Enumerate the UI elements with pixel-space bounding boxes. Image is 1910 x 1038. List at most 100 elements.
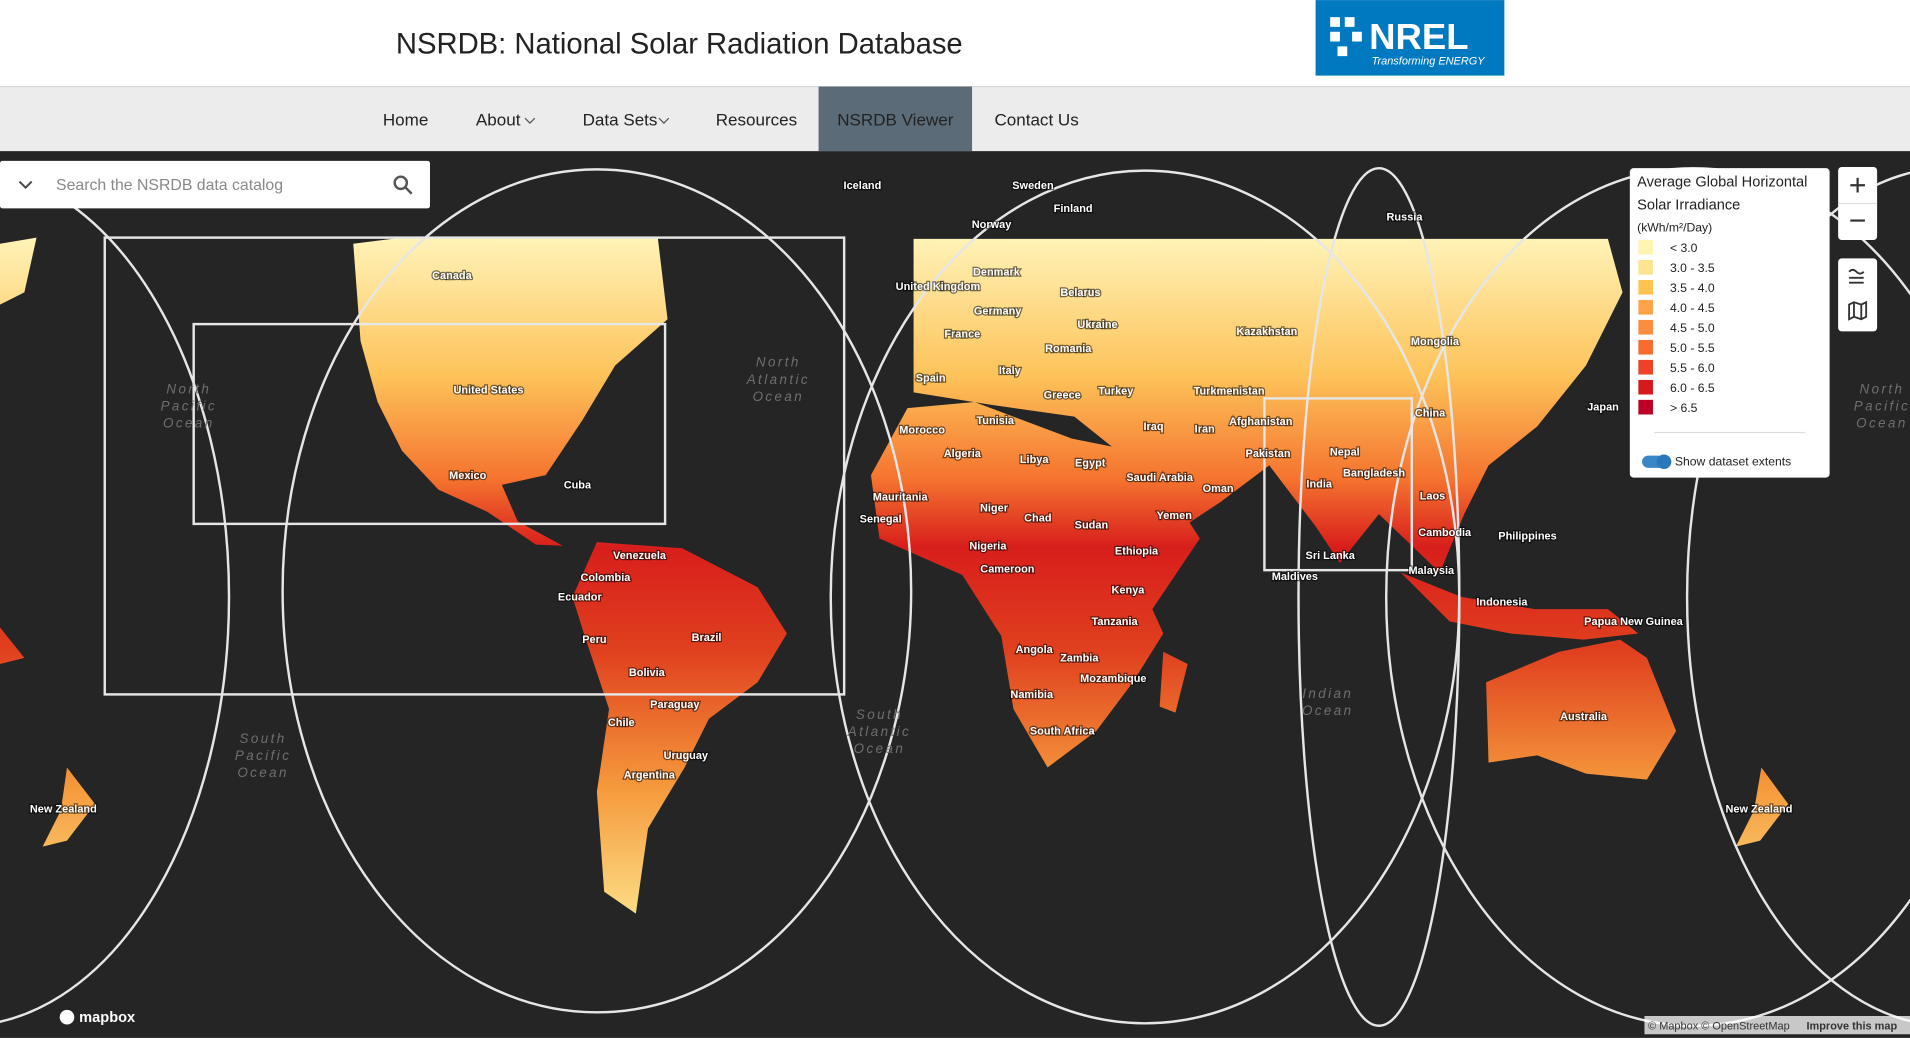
map-label: Papua New Guinea bbox=[1584, 616, 1684, 628]
legend-label: < 3.0 bbox=[1670, 241, 1698, 255]
legend-swatch bbox=[1638, 260, 1653, 275]
map-label: Mozambique bbox=[1080, 673, 1146, 685]
nrel-logo[interactable] bbox=[1315, 0, 1505, 76]
search-dropdown[interactable] bbox=[18, 180, 33, 190]
nav-item[interactable]: Resources bbox=[716, 111, 797, 130]
map-label: Libya bbox=[1020, 454, 1050, 466]
map-label: Nepal bbox=[1330, 447, 1360, 459]
map-label: Bangladesh bbox=[1343, 467, 1405, 479]
legend-swatch bbox=[1638, 359, 1653, 375]
nav-item[interactable]: About bbox=[476, 111, 521, 130]
ocean-label: South bbox=[240, 731, 287, 746]
legend-label: > 6.5 bbox=[1670, 401, 1698, 415]
toggle-knob bbox=[1656, 454, 1672, 470]
ocean-label: North bbox=[166, 382, 211, 397]
map-label: Spain bbox=[916, 372, 946, 384]
legend-label: 6.0 - 6.5 bbox=[1670, 381, 1715, 395]
map-label: Chad bbox=[1024, 512, 1051, 524]
legend-label: 5.5 - 6.0 bbox=[1670, 361, 1715, 375]
search-icon[interactable] bbox=[393, 175, 413, 195]
map-label: Canada bbox=[432, 270, 472, 282]
legend-label: 4.5 - 5.0 bbox=[1670, 321, 1715, 335]
map-label: Sweden bbox=[1012, 180, 1054, 192]
map-label: Kenya bbox=[1112, 584, 1146, 596]
map-label: Romania bbox=[1045, 343, 1092, 355]
legend-swatch bbox=[1638, 339, 1653, 355]
nav-item[interactable]: NSRDB Viewer bbox=[837, 111, 954, 130]
logo-mark bbox=[1330, 17, 1362, 57]
map-label: Namibia bbox=[1010, 689, 1054, 701]
map-label: China bbox=[1415, 408, 1446, 420]
map-label: Oman bbox=[1203, 483, 1234, 495]
ocean-label: Ocean bbox=[1856, 416, 1908, 431]
ocean-label: Indian bbox=[1302, 686, 1353, 701]
legend bbox=[1629, 168, 1830, 478]
map-label: Greece bbox=[1044, 389, 1081, 401]
map-label: Morocco bbox=[899, 425, 945, 437]
header bbox=[0, 0, 1910, 87]
layers-button[interactable] bbox=[1848, 268, 1865, 284]
map-label: Yemen bbox=[1157, 510, 1193, 522]
map-label: France bbox=[944, 329, 980, 341]
map-label: Cameroon bbox=[980, 564, 1034, 576]
ocean-label: South bbox=[856, 707, 903, 722]
ocean-label: Ocean bbox=[163, 416, 215, 431]
zoom-in[interactable] bbox=[1850, 177, 1865, 193]
ocean-label: Atlantic bbox=[746, 372, 810, 387]
legend-swatch bbox=[1638, 280, 1653, 295]
legend-unit: (kWh/m²/Day) bbox=[1637, 221, 1712, 235]
mapbox-logo[interactable]: mapbox bbox=[79, 1010, 136, 1026]
legend-swatch bbox=[1638, 240, 1653, 255]
map-label: Malaysia bbox=[1408, 565, 1455, 577]
map-label: Kazakhstan bbox=[1236, 326, 1297, 338]
search-box[interactable] bbox=[0, 160, 430, 209]
map-label: Peru bbox=[582, 634, 606, 646]
legend-swatch bbox=[1638, 399, 1653, 415]
landmass bbox=[0, 237, 1789, 914]
legend-label: 3.0 - 3.5 bbox=[1670, 261, 1715, 275]
map-label: Iceland bbox=[844, 180, 882, 192]
basemap-button[interactable] bbox=[1848, 300, 1868, 321]
map-label: Argentina bbox=[624, 769, 676, 781]
map-label: Colombia bbox=[580, 572, 631, 584]
map-label: Japan bbox=[1587, 402, 1619, 414]
nav-item[interactable]: Contact Us bbox=[994, 111, 1078, 130]
map-label: Iran bbox=[1195, 424, 1215, 436]
map-label: United Kingdom bbox=[896, 281, 981, 293]
map-label: Mauritania bbox=[873, 492, 929, 504]
legend-title: Average Global Horizontal bbox=[1637, 174, 1807, 190]
map-label: New Zealand bbox=[1725, 804, 1792, 816]
ocean-label: Pacific bbox=[1854, 399, 1910, 414]
map-label: South Africa bbox=[1030, 726, 1096, 738]
ocean-label: Pacific bbox=[235, 748, 291, 763]
legend-swatch bbox=[1638, 319, 1653, 335]
map-label: Senegal bbox=[860, 514, 902, 526]
map-label: Brazil bbox=[692, 632, 722, 644]
map-label: Cambodia bbox=[1418, 527, 1472, 539]
map-label: New Zealand bbox=[30, 804, 97, 816]
nav-item[interactable]: Home bbox=[383, 111, 428, 130]
map-label: Afghanistan bbox=[1229, 416, 1293, 428]
map-label: Ethiopia bbox=[1115, 545, 1159, 557]
map-label: Philippines bbox=[1498, 531, 1556, 543]
map-label: Belarus bbox=[1060, 287, 1100, 299]
map-label: Denmark bbox=[973, 266, 1021, 278]
ocean-label: Pacific bbox=[161, 399, 217, 414]
improve-link[interactable]: Improve this map bbox=[1806, 1020, 1897, 1032]
map-label: Indonesia bbox=[1476, 596, 1528, 608]
map-label: Cuba bbox=[564, 480, 592, 492]
ocean-label: Ocean bbox=[237, 765, 289, 780]
nav-item[interactable]: Data Sets bbox=[583, 111, 658, 130]
layer-control bbox=[1838, 258, 1878, 332]
map-label: Chile bbox=[608, 717, 635, 729]
map-label: India bbox=[1306, 478, 1332, 490]
ocean-label: North bbox=[1860, 382, 1905, 397]
attribution-text[interactable]: © Mapbox © OpenStreetMap bbox=[1648, 1020, 1790, 1032]
map-label: Norway bbox=[972, 219, 1012, 231]
map-label: Uruguay bbox=[664, 750, 709, 762]
ocean-label: Atlantic bbox=[847, 724, 911, 739]
nav-chevron bbox=[524, 117, 536, 124]
map-label: Ukraine bbox=[1077, 319, 1117, 331]
legend-title: Solar Irradiance bbox=[1637, 198, 1740, 214]
map-label: Russia bbox=[1387, 212, 1424, 224]
